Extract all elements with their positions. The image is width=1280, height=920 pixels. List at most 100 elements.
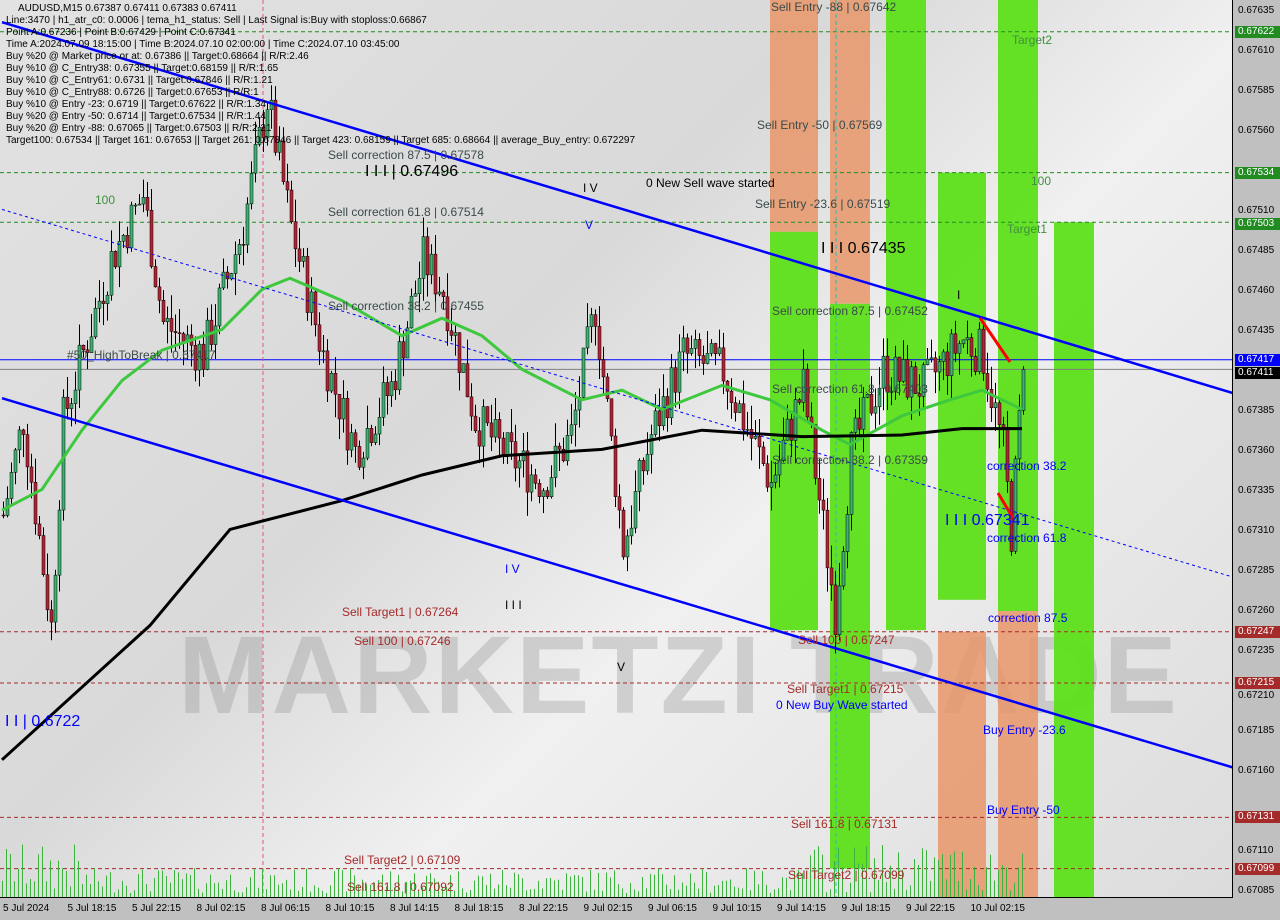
volume-bar xyxy=(686,885,687,897)
candle xyxy=(901,359,906,382)
volume-bar xyxy=(114,892,115,897)
volume-bar xyxy=(702,869,703,897)
zone-green xyxy=(1054,222,1094,897)
volume-bar xyxy=(266,889,267,897)
volume-bar xyxy=(646,888,647,897)
candle xyxy=(113,251,118,268)
zone-orange xyxy=(770,0,818,232)
volume-bar xyxy=(182,879,183,897)
chart-annotation: #50_HighToBreak | 0.67417 xyxy=(67,348,216,362)
volume-bar xyxy=(1010,890,1011,897)
volume-bar xyxy=(522,878,523,897)
candle xyxy=(357,446,362,468)
candle xyxy=(169,318,174,332)
volume-bar xyxy=(1014,882,1015,897)
candle xyxy=(933,357,938,373)
y-tick-label: 0.67435 xyxy=(1238,325,1275,336)
volume-bar xyxy=(38,854,39,897)
volume-bar xyxy=(246,887,247,897)
candle xyxy=(705,353,710,364)
info-line: Buy %20 @ Market price or at: 0.67386 ||… xyxy=(6,51,309,62)
volume-bar xyxy=(714,885,715,897)
zone-green xyxy=(938,172,986,600)
candle xyxy=(105,294,110,304)
candle xyxy=(637,460,642,492)
candle xyxy=(917,393,922,397)
candle xyxy=(673,367,678,393)
volume-bar xyxy=(402,891,403,897)
candle xyxy=(45,574,50,611)
volume-bar xyxy=(342,870,343,897)
volume-bar xyxy=(794,871,795,897)
candle xyxy=(249,172,254,205)
volume-bar xyxy=(974,866,975,897)
candle xyxy=(945,351,950,376)
volume-bar xyxy=(458,871,459,897)
volume-bar xyxy=(78,860,79,897)
candle xyxy=(885,355,890,393)
candle xyxy=(197,343,202,371)
volume-bar xyxy=(846,891,847,897)
candle xyxy=(921,364,926,397)
volume-bar xyxy=(382,874,383,897)
candle xyxy=(761,446,766,464)
candle xyxy=(625,535,630,558)
volume-bar xyxy=(2,880,3,897)
candle xyxy=(613,435,618,497)
volume-bar xyxy=(214,883,215,897)
volume-bar xyxy=(290,889,291,897)
info-line: Buy %20 @ Entry -50: 0.6714 || Target:0.… xyxy=(6,111,266,122)
candle xyxy=(53,574,58,623)
volume-bar xyxy=(982,889,983,897)
chart-annotation: Sell Entry -23.6 | 0.67519 xyxy=(755,197,891,211)
candle xyxy=(493,419,498,438)
candle xyxy=(641,460,646,472)
price-tag: 0.67099 xyxy=(1235,862,1280,875)
volume-bar xyxy=(538,880,539,897)
volume-bar xyxy=(326,892,327,897)
zone-green xyxy=(886,0,926,631)
volume-bar xyxy=(198,888,199,897)
volume-bar xyxy=(586,891,587,897)
candle xyxy=(581,347,586,398)
chart-plot-area[interactable]: MARKETZI TRADE AUDUSD,M15 0.67387 0.6741… xyxy=(0,0,1233,898)
y-tick-label: 0.67360 xyxy=(1238,445,1275,456)
info-panel: AUDUSD,M15 0.67387 0.67411 0.67383 0.674… xyxy=(6,3,635,147)
chart-annotation: Sell Target2 | 0.67109 xyxy=(344,853,461,867)
candle xyxy=(993,402,998,408)
candle xyxy=(341,398,346,420)
volume-bar xyxy=(718,885,719,897)
candle xyxy=(601,359,606,378)
candle xyxy=(973,356,978,372)
candle xyxy=(21,429,26,435)
volume-bar xyxy=(150,891,151,897)
chart-annotation: Sell 161.8 | 0.67092 xyxy=(347,880,454,894)
chart-annotation: I I | 0.6722 xyxy=(5,713,81,730)
volume-bar xyxy=(6,849,7,897)
volume-bar xyxy=(610,877,611,897)
info-line: Target100: 0.67534 || Target 161: 0.6765… xyxy=(6,135,636,146)
candle xyxy=(709,343,714,354)
volume-bar xyxy=(330,885,331,897)
candle xyxy=(497,419,502,439)
volume-bar xyxy=(554,880,555,897)
volume-bar xyxy=(958,881,959,897)
volume-bar xyxy=(810,855,811,897)
volume-bar xyxy=(242,892,243,897)
volume-bar xyxy=(542,888,543,897)
volume-bar xyxy=(650,873,651,897)
candle xyxy=(977,328,982,372)
volume-bar xyxy=(1022,853,1023,897)
candle xyxy=(841,551,846,587)
volume-bar xyxy=(658,868,659,897)
candle xyxy=(413,293,418,297)
candle xyxy=(449,330,454,336)
candle xyxy=(797,399,802,403)
volume-bar xyxy=(838,847,839,897)
volume-bar xyxy=(946,879,947,897)
x-tick-label: 8 Jul 06:15 xyxy=(261,903,310,914)
volume-bar xyxy=(642,876,643,897)
volume-bar xyxy=(106,875,107,897)
channel-midline xyxy=(1,208,1232,578)
candle xyxy=(317,324,322,352)
